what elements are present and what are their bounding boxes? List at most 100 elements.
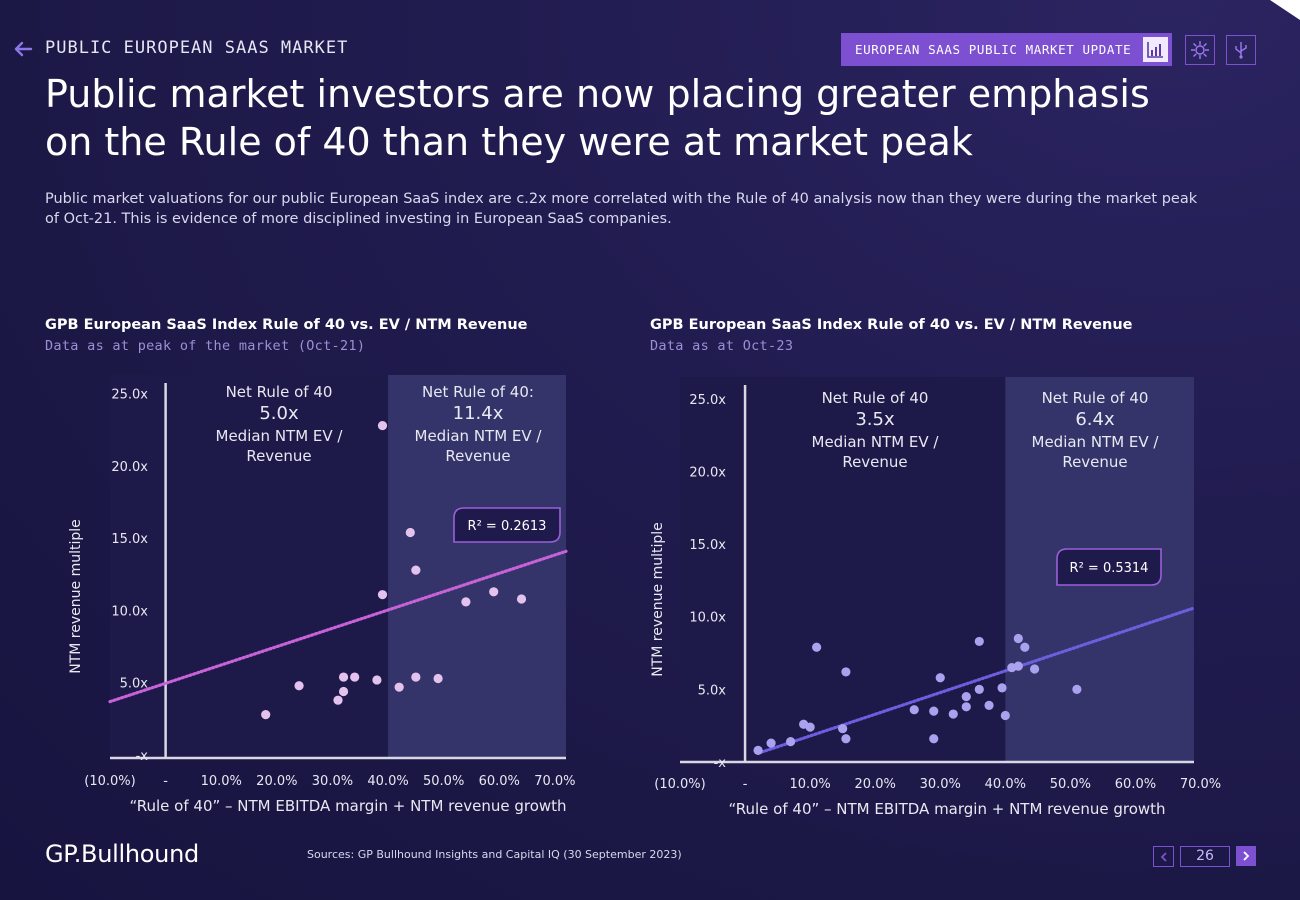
usb-icon[interactable]	[1226, 35, 1256, 65]
data-point	[909, 705, 919, 715]
data-point	[1013, 661, 1023, 671]
data-point	[333, 695, 343, 705]
data-point	[838, 723, 848, 734]
annotation-left: Revenue	[246, 447, 311, 465]
page-corner	[1270, 0, 1300, 20]
data-point	[841, 667, 851, 677]
annotation-right: Net Rule of 40	[1042, 389, 1149, 407]
data-point	[997, 683, 1007, 693]
data-point	[961, 702, 971, 712]
y-tick-label: 5.0x	[120, 677, 149, 692]
y-tick-label: 10.0x	[689, 611, 726, 626]
x-tick-label: 30.0%	[312, 774, 353, 789]
annotation-right: 11.4x	[453, 403, 504, 424]
data-point	[261, 710, 271, 720]
data-point	[338, 672, 349, 682]
gp-bullhound-logo: GP.Bullhound	[45, 840, 199, 868]
data-point	[841, 734, 851, 744]
x-tick-label: 10.0%	[201, 774, 242, 789]
data-point	[935, 673, 945, 683]
trendline	[108, 549, 568, 704]
x-tick-label: 30.0%	[920, 777, 961, 792]
r-squared-box	[1056, 548, 1162, 586]
chevron-left-icon[interactable]	[1153, 846, 1174, 867]
bar-chart-icon[interactable]	[1143, 37, 1168, 62]
data-point	[929, 734, 939, 744]
r-squared-box	[453, 507, 561, 543]
y-axis-label: NTM revenue multiple	[650, 522, 666, 677]
page-number: 26	[1180, 846, 1230, 867]
data-point	[489, 587, 499, 597]
data-point	[372, 675, 382, 685]
data-point	[516, 594, 527, 604]
data-point	[1072, 684, 1082, 694]
y-tick-label: 5.0x	[698, 683, 727, 698]
trendline	[756, 606, 1196, 755]
y-tick-label: 20.0x	[111, 460, 148, 475]
data-point	[974, 684, 984, 694]
x-axis-label: “Rule of 40” – NTM EBITDA margin + NTM r…	[129, 797, 566, 815]
annotation-left: Median NTM EV /	[216, 427, 344, 445]
data-point	[984, 700, 994, 710]
x-tick-label: 50.0%	[423, 774, 464, 789]
chart-title: GPB European SaaS Index Rule of 40 vs. E…	[650, 317, 1133, 333]
chart-subtitle: Data as at peak of the market (Oct-21)	[45, 338, 366, 354]
data-point	[1029, 664, 1040, 674]
data-point	[394, 682, 404, 692]
data-point	[411, 565, 421, 575]
annotation-left: Revenue	[842, 453, 907, 471]
annotation-left: Net Rule of 40	[822, 389, 929, 407]
data-point	[812, 642, 822, 652]
market-update-banner[interactable]: EUROPEAN SAAS PUBLIC MARKET UPDATE	[841, 33, 1172, 66]
annotation-left: 5.0x	[259, 403, 299, 424]
data-point	[294, 681, 304, 691]
x-tick-label: 20.0%	[855, 777, 896, 792]
chevron-right-icon[interactable]	[1236, 846, 1256, 866]
data-point	[753, 745, 763, 755]
x-tick-label: 60.0%	[479, 774, 520, 789]
sources-note: Sources: GP Bullhound Insights and Capit…	[307, 848, 682, 861]
annotation-left: Median NTM EV /	[812, 433, 940, 451]
annotation-right: Net Rule of 40:	[422, 383, 534, 401]
annotation-left: 3.5x	[855, 409, 895, 430]
y-tick-label: 25.0x	[111, 388, 148, 403]
data-point	[929, 706, 939, 716]
x-tick-label: 70.0%	[1180, 777, 1221, 792]
data-point	[350, 672, 360, 682]
arrow-left-icon[interactable]	[12, 38, 34, 60]
data-point	[961, 692, 971, 702]
annotation-right: Median NTM EV /	[1032, 433, 1160, 451]
section-label: PUBLIC EUROPEAN SAAS MARKET	[45, 38, 349, 58]
data-point	[411, 672, 421, 682]
page-title: Public market investors are now placing …	[45, 72, 1150, 164]
annotation-left: Net Rule of 40	[226, 383, 333, 401]
scatter-chart-oct21: -x 5.0x 10.0x 15.0x 20.0x 25.0x (10.0%) - 10.0% 2…	[68, 375, 576, 815]
y-tick-label: 15.0x	[689, 538, 726, 553]
y-tick-label: 25.0x	[689, 393, 726, 408]
x-tick-label: 70.0%	[534, 774, 575, 789]
x-tick-label: 60.0%	[1115, 777, 1156, 792]
data-point	[974, 636, 984, 647]
data-point	[1000, 710, 1010, 721]
data-point	[338, 686, 349, 697]
x-tick-label: -	[743, 777, 748, 792]
y-tick-label: -x	[136, 749, 149, 764]
data-point	[766, 738, 776, 748]
data-point	[377, 420, 388, 431]
annotation-right: Revenue	[445, 447, 510, 465]
x-axis-label: “Rule of 40” – NTM EBITDA margin + NTM r…	[728, 800, 1165, 818]
x-tick-label: (10.0%)	[84, 774, 135, 789]
x-tick-label: -	[163, 774, 168, 789]
data-point	[405, 527, 415, 538]
x-tick-label: 50.0%	[1050, 777, 1091, 792]
annotation-right: Median NTM EV /	[415, 427, 543, 445]
annotation-right: 6.4x	[1075, 409, 1115, 430]
y-tick-label: 15.0x	[111, 532, 148, 547]
gear-icon[interactable]	[1185, 35, 1215, 65]
x-tick-label: 10.0%	[789, 777, 830, 792]
y-tick-label: 20.0x	[689, 465, 726, 480]
r-squared-label: R² = 0.5314	[1070, 561, 1149, 576]
data-point	[805, 722, 815, 732]
x-tick-label: 40.0%	[985, 777, 1026, 792]
annotation-right: Revenue	[1062, 453, 1127, 471]
